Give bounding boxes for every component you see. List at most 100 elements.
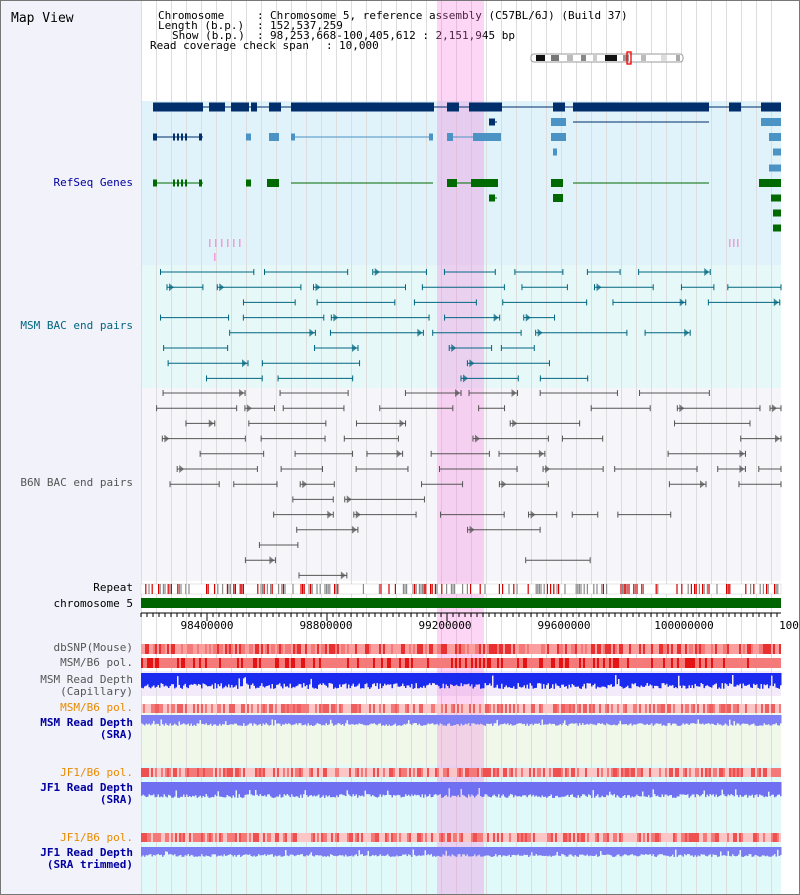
- read-depth-bar: [384, 673, 386, 684]
- polymorphism-cell: [331, 658, 333, 668]
- polymorphism-cell: [591, 704, 593, 713]
- gene-exon: [621, 182, 622, 184]
- polymorphism-cell: [579, 658, 581, 668]
- read-depth-bar: [190, 715, 192, 724]
- bac-end-arrow: [679, 298, 685, 307]
- polymorphism-cell: [363, 644, 365, 654]
- read-depth-bar: [489, 715, 491, 725]
- read-depth-bar: [778, 847, 780, 857]
- polymorphism-cell: [301, 704, 303, 713]
- polymorphism-cell: [277, 658, 279, 668]
- polymorphism-cell: [193, 704, 195, 713]
- read-depth-bar: [612, 673, 614, 687]
- read-depth-bar: [349, 782, 351, 796]
- read-depth-bar: [778, 715, 780, 726]
- polymorphism-cell: [271, 644, 273, 654]
- read-depth-bar: [742, 847, 744, 857]
- read-depth-bar: [642, 847, 644, 855]
- polymorphism-cell: [393, 658, 395, 668]
- read-depth-bar: [657, 715, 659, 724]
- polymorphism-cell: [325, 704, 327, 713]
- polymorphism-cell: [303, 833, 305, 842]
- polymorphism-cell: [331, 644, 333, 654]
- polymorphism-cell: [689, 644, 691, 654]
- read-depth-bar: [675, 715, 677, 724]
- polymorphism-cell: [513, 833, 515, 842]
- read-depth-bar: [508, 673, 510, 688]
- read-depth-bar: [612, 782, 614, 796]
- repeat-feature: [148, 584, 150, 594]
- read-depth-bar: [645, 782, 647, 797]
- polymorphism-cell: [485, 644, 487, 654]
- polymorphism-cell: [593, 644, 595, 654]
- read-depth-bar: [601, 782, 603, 796]
- polymorphism-cell: [683, 833, 685, 842]
- polymorphism-cell: [491, 833, 493, 842]
- polymorphism-cell: [545, 768, 547, 777]
- polymorphism-cell: [237, 644, 239, 654]
- polymorphism-cell: [273, 644, 275, 654]
- read-depth-bar: [613, 782, 615, 795]
- polymorphism-cell: [637, 704, 639, 713]
- polymorphism-cell: [617, 768, 619, 777]
- read-depth-bar: [486, 715, 488, 724]
- read-depth-bar: [709, 715, 711, 725]
- polymorphism-cell: [289, 658, 291, 668]
- gene-exon: [489, 194, 495, 202]
- read-depth-bar: [175, 847, 177, 857]
- read-depth-bar: [460, 847, 462, 857]
- read-depth-bar: [343, 782, 345, 796]
- repeat-feature: [450, 584, 452, 594]
- polymorphism-cell: [597, 833, 599, 842]
- polymorphism-cell: [557, 644, 559, 654]
- read-depth-bar: [225, 782, 227, 798]
- polymorphism-cell: [299, 658, 301, 668]
- repeat-feature: [462, 584, 464, 594]
- polymorphism-cell: [285, 658, 287, 668]
- read-depth-bar: [544, 673, 546, 689]
- read-depth-bar: [570, 847, 572, 855]
- polymorphism-cell: [513, 644, 515, 654]
- bac-end-arrow: [269, 556, 275, 565]
- polymorphism-cell: [169, 768, 171, 777]
- read-depth-bar: [684, 782, 686, 795]
- polymorphism-cell: [625, 644, 627, 654]
- read-depth-bar: [171, 847, 173, 855]
- read-depth-bar: [267, 847, 269, 855]
- read-depth-bar: [523, 782, 525, 796]
- polymorphism-cell: [455, 768, 457, 777]
- read-depth-bar: [754, 847, 756, 855]
- read-depth-bar: [381, 847, 383, 856]
- polymorphism-cell: [283, 658, 285, 668]
- polymorphism-cell: [371, 658, 373, 668]
- polymorphism-cell: [385, 768, 387, 777]
- read-depth-bar: [231, 715, 233, 725]
- polymorphism-cell: [399, 833, 401, 842]
- polymorphism-cell: [365, 658, 367, 668]
- polymorphism-cell: [517, 768, 519, 777]
- read-depth-bar: [393, 715, 395, 725]
- read-depth-bar: [429, 673, 431, 684]
- polymorphism-cell: [665, 768, 667, 777]
- polymorphism-cell: [367, 768, 369, 777]
- read-depth-bar: [549, 715, 551, 724]
- read-depth-bar: [264, 782, 266, 796]
- read-depth-bar: [678, 782, 680, 797]
- gene-mark: [209, 239, 211, 247]
- read-depth-bar: [408, 782, 410, 795]
- read-depth-bar: [409, 673, 411, 688]
- polymorphism-cell: [369, 658, 371, 668]
- read-depth-bar: [529, 847, 531, 856]
- read-depth-bar: [573, 782, 575, 797]
- read-depth-bar: [366, 715, 368, 726]
- read-depth-bar: [145, 673, 147, 686]
- polymorphism-cell: [195, 658, 197, 668]
- polymorphism-cell: [381, 833, 383, 842]
- polymorphism-cell: [343, 768, 345, 777]
- polymorphism-cell: [567, 833, 569, 842]
- read-depth-bar: [693, 847, 695, 857]
- read-depth-bar: [595, 673, 597, 689]
- read-depth-bar: [426, 782, 428, 797]
- polymorphism-cell: [473, 644, 475, 654]
- read-depth-bar: [753, 847, 755, 857]
